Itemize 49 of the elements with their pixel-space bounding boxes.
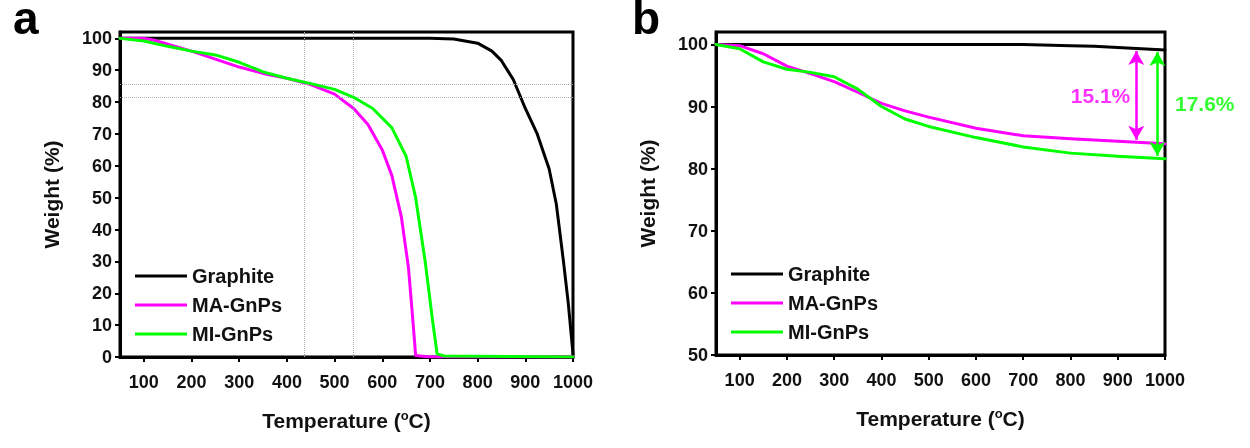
legend-label: MI-GnPs [192,323,274,345]
x-tick-label: 1000 [552,372,594,392]
y-tick-label: 90 [687,96,708,117]
y-axis-title: Weight (%) [40,140,63,249]
legend-label: MA-GnPs [192,294,282,316]
y-tick-label: 20 [91,283,112,304]
y-tick-label: 70 [91,123,112,144]
chart-title: b [632,0,661,44]
y-tick-label: 40 [91,219,112,240]
x-tick-label: 100 [128,372,159,392]
text: 17.6% [1175,92,1235,116]
y-tick-label: 30 [91,251,112,272]
x-tick-label: 600 [960,370,991,390]
annotation: 15.1% [1070,83,1131,107]
y-axis-title: Weight (%) [636,139,659,248]
legend-label: Graphite [788,263,871,285]
x-tick-label: 300 [819,370,850,390]
legend-label: MA-GnPs [788,292,878,314]
x-tick-label: 800 [1055,370,1086,390]
legend-label: Graphite [192,265,275,287]
chart-title: a [13,0,39,44]
x-tick-label: 200 [176,372,207,392]
y-tick-label: 50 [687,345,708,365]
x-tick-label: 300 [224,372,255,392]
x-tick-label: 500 [319,372,350,392]
x-tick-label: 100 [724,370,755,390]
x-tick-label: 700 [414,372,445,392]
y-tick-label: 10 [91,315,112,336]
y-tick-label: 100 [81,28,112,49]
x-tick-label: 400 [866,370,897,390]
y-tick-label: 60 [91,155,112,176]
y-tick-label: 80 [91,92,112,113]
legend-label: MI-GnPs [788,321,870,343]
x-tick-label: 400 [271,372,302,392]
y-tick-label: 80 [687,158,708,179]
x-tick-label: 800 [462,372,493,392]
x-tick-label: 500 [913,370,944,390]
y-tick-label: 0 [101,347,112,367]
x-tick-label: 600 [367,372,398,392]
y-tick-label: 60 [687,282,708,303]
y-tick-label: 70 [687,220,708,241]
y-tick-label: 50 [91,187,112,208]
x-tick-label: 1000 [1144,370,1186,390]
y-tick-label: 90 [91,60,112,81]
x-tick-label: 900 [510,372,541,392]
x-tick-label: 200 [771,370,802,390]
y-tick-label: 100 [677,34,708,55]
x-tick-label: 900 [1102,370,1133,390]
x-tick-label: 700 [1008,370,1039,390]
